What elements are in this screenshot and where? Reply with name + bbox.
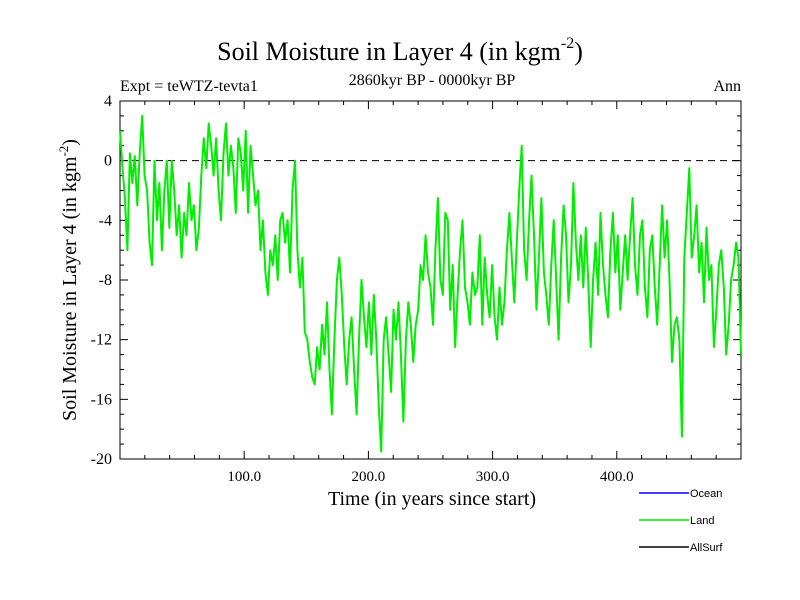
x-tick-label: 200.0 (352, 469, 386, 485)
chart-subtitle: 2860kyr BP - 0000kyr BP (349, 72, 516, 89)
y-tick-label: 0 (104, 153, 112, 170)
x-tick-label: 300.0 (476, 469, 510, 485)
season-label: Ann (713, 78, 741, 95)
y-tick-label: -16 (91, 391, 112, 408)
legend-label-ocean: Ocean (690, 488, 722, 500)
series-line-land (119, 114, 742, 453)
x-axis-label: Time (in years since start) (328, 488, 536, 510)
expt-label: Expt = teWTZ-tevta1 (120, 78, 258, 95)
y-axis-label: Soil Moisture in Layer 4 (in kgm-2) (56, 139, 81, 421)
y-tick-label: 4 (104, 93, 112, 110)
x-tick-label: 100.0 (227, 469, 261, 485)
legend-label-allsurf: AllSurf (690, 542, 723, 554)
y-tick-label: -12 (91, 332, 112, 349)
legend-label-land: Land (690, 515, 714, 527)
chart-title: Soil Moisture in Layer 4 (in kgm-2) (217, 35, 583, 66)
y-tick-label: -8 (99, 272, 112, 289)
x-tick-label: 400.0 (600, 469, 634, 485)
y-tick-label: -20 (91, 451, 112, 468)
y-tick-label: -4 (99, 212, 112, 229)
